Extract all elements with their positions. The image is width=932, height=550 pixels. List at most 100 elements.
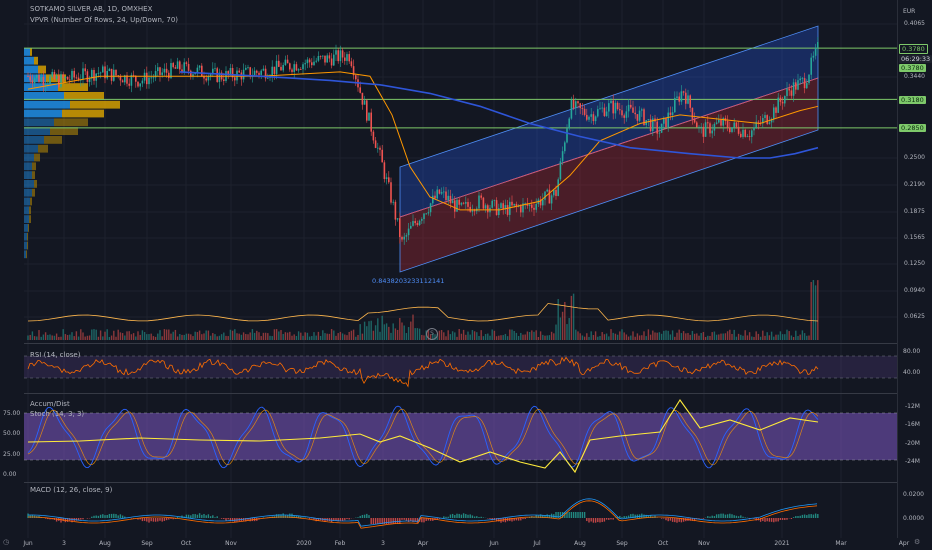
- macd-hist-bar: [713, 516, 716, 518]
- macd-hist-bar: [792, 517, 795, 518]
- volume-bar: [473, 331, 476, 340]
- macd-hist-bar: [62, 518, 64, 522]
- macd-title[interactable]: MACD (12, 26, close, 9): [30, 486, 113, 494]
- candle-body: [550, 195, 553, 204]
- macd-hist-bar: [610, 518, 612, 520]
- macd-hist-bar: [504, 518, 507, 523]
- candle-body: [636, 114, 639, 121]
- vpvr-title[interactable]: VPVR (Number Of Rows, 24, Up/Down, 70): [30, 16, 179, 24]
- macd-hist-bar: [432, 518, 434, 521]
- candle-body: [498, 208, 500, 215]
- macd-hist-bar: [423, 518, 425, 523]
- macd-hist-bar: [520, 518, 522, 521]
- macd-hist-bar: [275, 514, 278, 518]
- candle-body: [403, 236, 405, 240]
- accum-title[interactable]: Accum/Dist: [30, 400, 70, 408]
- volume-bar: [559, 317, 562, 340]
- macd-hist-bar: [511, 518, 513, 522]
- macd-hist-bar: [817, 514, 819, 518]
- go-to-date-icon[interactable]: ◷: [3, 538, 10, 546]
- dividend-marker-icon[interactable]: S: [426, 328, 438, 340]
- macd-hist-bar: [557, 512, 559, 518]
- volume-bar: [696, 333, 698, 340]
- macd-hist-bar: [597, 518, 599, 523]
- candle-body: [82, 68, 84, 80]
- volume-bar: [51, 335, 53, 340]
- candle-body: [814, 47, 817, 56]
- volume-bar: [548, 335, 551, 340]
- volume-bar: [517, 335, 520, 340]
- macd-hist-bar: [718, 514, 720, 518]
- macd-hist-bar: [231, 518, 234, 522]
- candle-body: [121, 80, 124, 83]
- volume-bar: [775, 334, 777, 340]
- volume-bar: [801, 330, 804, 340]
- rsi-title[interactable]: RSI (14, close): [30, 351, 81, 359]
- volume-bar: [150, 333, 152, 340]
- volume-bar: [249, 332, 251, 340]
- separator-rsi[interactable]: [24, 343, 897, 344]
- candle-body: [176, 61, 179, 69]
- candle-body: [110, 68, 113, 81]
- vp-down-bar: [30, 197, 32, 206]
- macd-hist-bar: [702, 518, 705, 519]
- volume-bar: [526, 331, 529, 340]
- settings-gear-icon[interactable]: ⚙: [914, 538, 921, 546]
- volume-bar: [366, 326, 368, 340]
- candle-body: [414, 221, 416, 224]
- candle-body: [504, 205, 507, 210]
- candle-body: [355, 75, 357, 80]
- candle-body: [559, 161, 562, 180]
- separator-stoch[interactable]: [24, 393, 897, 394]
- macd-hist-bar: [795, 516, 797, 518]
- volume-bar: [238, 333, 240, 340]
- volume-bar: [443, 332, 445, 340]
- candle-body: [522, 203, 524, 213]
- vp-down-bar: [44, 136, 62, 144]
- channel-deviation-label[interactable]: 0.8438203233112141: [372, 277, 445, 285]
- candle-body: [693, 119, 696, 123]
- candle-body: [784, 96, 786, 104]
- candle-body: [575, 101, 577, 109]
- candle-body: [44, 84, 47, 86]
- candle-body: [722, 118, 724, 126]
- volume-bar: [643, 331, 645, 340]
- volume-bar: [652, 330, 654, 340]
- candle-body: [218, 72, 221, 82]
- macd-hist-bar: [605, 518, 608, 520]
- volume-bar: [810, 282, 812, 340]
- macd-hist-bar: [744, 517, 746, 518]
- candle-body: [790, 90, 793, 96]
- stoch-title[interactable]: Stoch (14, 3, 3): [30, 410, 85, 418]
- candle-body: [779, 97, 782, 102]
- volume-bar: [487, 333, 489, 340]
- volume-bar: [253, 332, 256, 340]
- candle-body: [597, 109, 599, 117]
- symbol-title[interactable]: SOTKAMO SILVER AB, 1D, OMXHEX: [30, 5, 153, 13]
- candle-body: [623, 115, 625, 118]
- candle-body: [249, 67, 251, 77]
- separator-macd[interactable]: [24, 482, 897, 483]
- candle-body: [671, 112, 674, 115]
- macd-hist-bar: [473, 516, 476, 518]
- macd-hist-bar: [777, 518, 779, 522]
- candle-body: [788, 88, 790, 91]
- ad-tick-24m: -24M: [905, 458, 920, 465]
- time-tick: Oct: [657, 540, 669, 547]
- volume-bar: [124, 335, 126, 340]
- macd-hist-bar: [669, 518, 672, 521]
- macd-hist-bar: [542, 515, 544, 518]
- volume-bar: [93, 329, 95, 340]
- volume-bar: [328, 333, 331, 340]
- macd-hist-bar: [753, 518, 755, 519]
- macd-hist-bar: [495, 518, 498, 522]
- vp-up-bar: [24, 65, 38, 74]
- macd-hist-bar: [427, 518, 430, 521]
- volume-bar: [645, 336, 647, 340]
- macd-hist-bar: [115, 514, 117, 518]
- volume-bar: [535, 330, 537, 340]
- volume-bar: [110, 335, 113, 340]
- volume-bar: [196, 332, 199, 340]
- candle-body: [421, 219, 423, 221]
